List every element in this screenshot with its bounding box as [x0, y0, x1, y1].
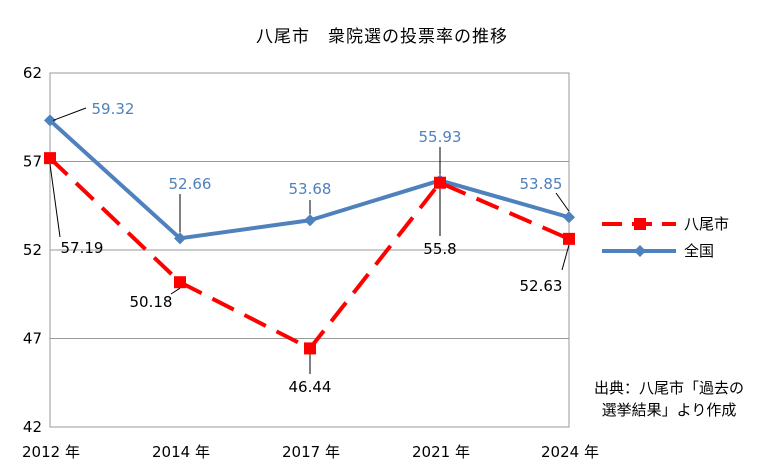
leader-line — [555, 192, 570, 212]
point-zenkoku — [174, 232, 186, 245]
point-yao — [44, 152, 56, 165]
point-zenkoku — [304, 214, 316, 227]
y-tick-label: 52 — [23, 241, 42, 259]
x-tick-label: 2014 年 — [152, 443, 210, 461]
gridlines — [49, 72, 570, 428]
point-yao — [174, 276, 186, 289]
data-labels: 59.32 52.66 53.68 55.93 53.85 57.19 50.18 46.44… — [49, 100, 570, 396]
data-label-zenkoku: 52.66 — [169, 175, 212, 193]
series-layer — [44, 114, 575, 355]
y-tick-label: 42 — [23, 418, 42, 436]
source-line-1: 出典：八尾市「過去の — [593, 379, 744, 397]
point-yao — [434, 176, 446, 189]
point-zenkoku — [563, 211, 575, 224]
chart-title: 八尾市 衆院選の投票率の推移 — [256, 27, 508, 47]
data-label-zenkoku: 55.93 — [419, 128, 462, 146]
plot-area — [49, 72, 570, 428]
x-tick-label: 2012 年 — [22, 443, 80, 461]
data-label-yao: 46.44 — [289, 378, 332, 396]
data-label-yao: 55.8 — [423, 240, 456, 258]
leader-line — [49, 164, 61, 238]
x-tick-label: 2024 年 — [541, 443, 599, 461]
data-label-yao: 50.18 — [130, 293, 173, 311]
leader-line — [52, 107, 87, 121]
point-yao — [304, 342, 316, 355]
x-axis-ticks: 2012 年 2014 年 2017 年 2021 年 2024 年 — [22, 443, 599, 461]
legend-marker-zenkoku — [634, 245, 646, 257]
x-tick-label: 2021 年 — [412, 443, 470, 461]
legend-label-yao: 八尾市 — [684, 215, 729, 233]
leader-line — [561, 244, 570, 271]
y-tick-label: 57 — [23, 153, 42, 171]
data-label-yao: 57.19 — [61, 239, 104, 257]
point-yao — [563, 232, 575, 245]
y-tick-label: 47 — [23, 330, 42, 348]
source-line-2: 選挙結果」より作成 — [601, 401, 737, 419]
leader-line — [170, 287, 181, 295]
y-tick-label: 62 — [23, 64, 42, 82]
data-label-zenkoku: 53.85 — [520, 175, 563, 193]
source-note: 出典：八尾市「過去の 選挙結果」より作成 — [574, 377, 764, 421]
x-tick-label: 2017 年 — [282, 443, 340, 461]
data-label-zenkoku: 53.68 — [289, 180, 332, 198]
data-label-zenkoku: 59.32 — [92, 100, 135, 118]
legend-label-zenkoku: 全国 — [684, 242, 714, 260]
point-zenkoku — [44, 114, 56, 127]
legend-marker-yao — [634, 218, 646, 230]
y-axis-ticks: 42 47 52 57 62 — [23, 64, 42, 436]
data-label-yao: 52.63 — [520, 277, 563, 295]
